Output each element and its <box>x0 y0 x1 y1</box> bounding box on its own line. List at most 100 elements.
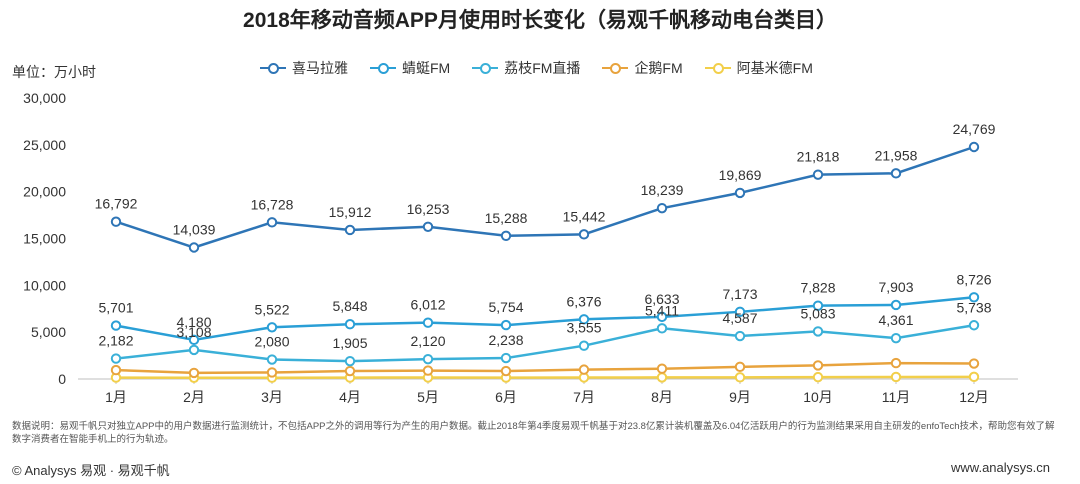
x-tick-label: 1月 <box>105 389 127 405</box>
data-point <box>890 357 902 369</box>
series-line-1 <box>115 296 975 342</box>
y-tick-label: 30,000 <box>23 90 66 106</box>
data-point <box>188 334 200 346</box>
legend-item: 企鹅FM <box>602 58 683 78</box>
x-tick-label: 5月 <box>417 389 439 405</box>
legend-item: 蜻蜓FM <box>370 58 450 78</box>
data-label: 21,958 <box>875 147 918 163</box>
data-label: 21,818 <box>797 149 840 165</box>
data-point <box>266 367 278 378</box>
data-point <box>110 353 122 364</box>
data-point <box>188 367 200 379</box>
series-line-2 <box>115 324 975 363</box>
data-point <box>656 311 668 323</box>
data-label: 5,701 <box>98 300 133 316</box>
data-point <box>890 371 902 383</box>
data-point <box>422 221 434 232</box>
legend-label: 蜻蜓FM <box>402 60 451 76</box>
legend-swatch <box>260 62 286 74</box>
legend-swatch <box>704 62 731 74</box>
data-point <box>266 354 278 365</box>
data-point <box>578 340 590 351</box>
data-label: 5,083 <box>800 305 835 321</box>
data-point <box>812 360 824 371</box>
legend-swatch <box>472 62 499 74</box>
data-label: 1,905 <box>332 335 367 351</box>
legend-label: 企鹅FM <box>634 60 683 76</box>
data-label: 5,848 <box>332 298 367 314</box>
data-label: 5,754 <box>488 299 523 315</box>
data-point <box>734 187 746 199</box>
legend-swatch <box>370 62 396 74</box>
footer-website: www.analysys.cn <box>951 460 1050 475</box>
data-label: 6,633 <box>644 291 679 307</box>
data-point <box>890 299 902 311</box>
x-tick-label: 9月 <box>729 389 751 405</box>
legend-label: 阿基米德FM <box>736 60 813 76</box>
data-point <box>734 306 746 318</box>
data-point <box>578 314 590 325</box>
y-tick-label: 20,000 <box>23 184 66 200</box>
data-point <box>188 242 200 253</box>
data-point <box>110 216 122 227</box>
data-point <box>500 352 512 364</box>
data-point <box>110 320 122 331</box>
data-label: 5,738 <box>956 299 991 315</box>
data-point <box>812 300 824 311</box>
data-point <box>344 355 356 367</box>
data-point <box>578 229 590 240</box>
data-label: 6,012 <box>410 297 445 313</box>
data-point <box>812 169 824 180</box>
data-label: 8,726 <box>956 271 991 287</box>
y-tick-label: 15,000 <box>23 231 66 247</box>
data-point <box>656 202 668 214</box>
data-label: 15,912 <box>329 204 372 220</box>
y-tick-label: 10,000 <box>23 277 66 293</box>
footer-brand: © Analysys 易观 · 易观千帆 <box>12 463 170 478</box>
data-label: 2,182 <box>98 333 133 349</box>
data-point <box>734 330 746 342</box>
data-label: 4,180 <box>176 314 211 330</box>
data-point <box>656 363 668 374</box>
data-point <box>344 224 356 236</box>
legend-item: 喜马拉雅 <box>260 58 348 78</box>
line-chart: 0 5,000 10,000 15,000 20,000 25,000 30,000 1月 2月… <box>23 90 1018 405</box>
data-label: 15,442 <box>563 208 606 224</box>
y-axis-unit-label: 单位：万小时 <box>12 64 96 80</box>
data-label: 7,173 <box>722 286 757 302</box>
data-point <box>968 320 980 331</box>
data-point <box>422 353 434 365</box>
data-label: 4,587 <box>722 310 757 326</box>
data-point <box>890 332 902 344</box>
data-label: 3,555 <box>566 320 601 336</box>
data-point <box>422 365 434 376</box>
data-label: 4,361 <box>878 312 913 328</box>
series-line-4 <box>115 375 975 380</box>
x-tick-label: 8月 <box>651 389 673 405</box>
data-label: 18,239 <box>641 182 684 198</box>
data-label: 14,039 <box>173 222 216 238</box>
data-point <box>500 230 512 242</box>
x-tick-label: 4月 <box>339 389 361 405</box>
data-point <box>266 217 278 228</box>
data-point <box>656 372 668 383</box>
x-tick-label: 12月 <box>959 389 989 405</box>
data-point <box>734 361 746 373</box>
y-tick-label: 25,000 <box>23 137 66 153</box>
data-label: 16,728 <box>251 196 294 212</box>
legend-item: 荔枝FM直播 <box>472 58 580 78</box>
data-point <box>578 364 590 375</box>
data-point <box>344 365 356 377</box>
chart-legend: 喜马拉雅 蜻蜓FM 荔枝FM直播 企鹅FM 阿基米德FM <box>260 58 813 78</box>
x-tick-label: 2月 <box>183 389 205 405</box>
data-label: 2,080 <box>254 334 289 350</box>
data-point <box>968 292 980 303</box>
legend-item: 阿基米德FM <box>704 58 813 78</box>
data-label: 7,903 <box>878 279 913 295</box>
data-label: 19,869 <box>719 167 762 183</box>
data-label: 5,411 <box>645 302 679 318</box>
data-point <box>266 322 278 333</box>
x-tick-label: 10月 <box>803 389 833 405</box>
data-point <box>812 371 824 383</box>
data-point <box>500 365 512 377</box>
